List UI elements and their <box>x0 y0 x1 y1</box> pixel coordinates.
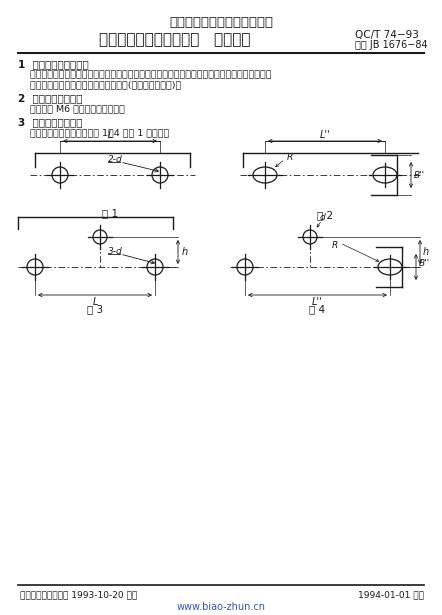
Text: 1994-01-01 实施: 1994-01-01 实施 <box>358 590 424 600</box>
Text: B'': B'' <box>414 170 425 180</box>
Text: 中国汽车工业总公司 1993-10-20 批准: 中国汽车工业总公司 1993-10-20 批准 <box>20 590 137 600</box>
Text: 图 1: 图 1 <box>102 208 118 218</box>
Text: 代替 JB 1676−84: 代替 JB 1676−84 <box>355 40 427 50</box>
Text: 汽车用交流发电机调节器   安装尺寸: 汽车用交流发电机调节器 安装尺寸 <box>99 33 251 47</box>
Text: 本标准规定了汽车用电磁振动式交流发电机调节器和外装电子式交流发电机调节器的安装尺寸。: 本标准规定了汽车用电磁振动式交流发电机调节器和外装电子式交流发电机调节器的安装尺… <box>18 71 271 79</box>
Text: 图 4: 图 4 <box>309 304 326 314</box>
Text: L'': L'' <box>312 297 323 307</box>
Text: 3-d: 3-d <box>108 247 123 256</box>
Text: 3  调节器的安装尺寸: 3 调节器的安装尺寸 <box>18 117 83 127</box>
Text: L: L <box>92 297 98 307</box>
Text: 1  主题内容与适用范围: 1 主题内容与适用范围 <box>18 59 89 69</box>
Text: 2-d: 2-d <box>108 156 123 164</box>
Text: 中华人民共和国汽车行业标准: 中华人民共和国汽车行业标准 <box>169 17 273 30</box>
Text: R: R <box>332 240 338 250</box>
Text: 调节器的安装尺寸应符合图 1～4 及表 1 的规定。: 调节器的安装尺寸应符合图 1～4 及表 1 的规定。 <box>18 129 169 138</box>
Text: 图 3: 图 3 <box>87 304 103 314</box>
Text: 本标准适用于汽车用交流发电机调节器(以下简称调节器)。: 本标准适用于汽车用交流发电机调节器(以下简称调节器)。 <box>18 81 181 90</box>
Text: 调节器用 M6 螺钉固定于安装处。: 调节器用 M6 螺钉固定于安装处。 <box>18 105 125 114</box>
Text: d: d <box>320 213 326 221</box>
Text: L'': L'' <box>320 130 330 140</box>
Text: www.biao-zhun.cn: www.biao-zhun.cn <box>176 602 266 612</box>
Text: L: L <box>107 130 113 140</box>
Text: 2  调节器的安装方式: 2 调节器的安装方式 <box>18 93 83 103</box>
Text: h: h <box>423 247 429 257</box>
Text: R: R <box>287 153 293 162</box>
Text: QC/T 74−93: QC/T 74−93 <box>355 30 419 40</box>
Text: h: h <box>182 247 188 257</box>
Text: 图 2: 图 2 <box>317 210 333 220</box>
Text: B'': B'' <box>419 260 430 269</box>
